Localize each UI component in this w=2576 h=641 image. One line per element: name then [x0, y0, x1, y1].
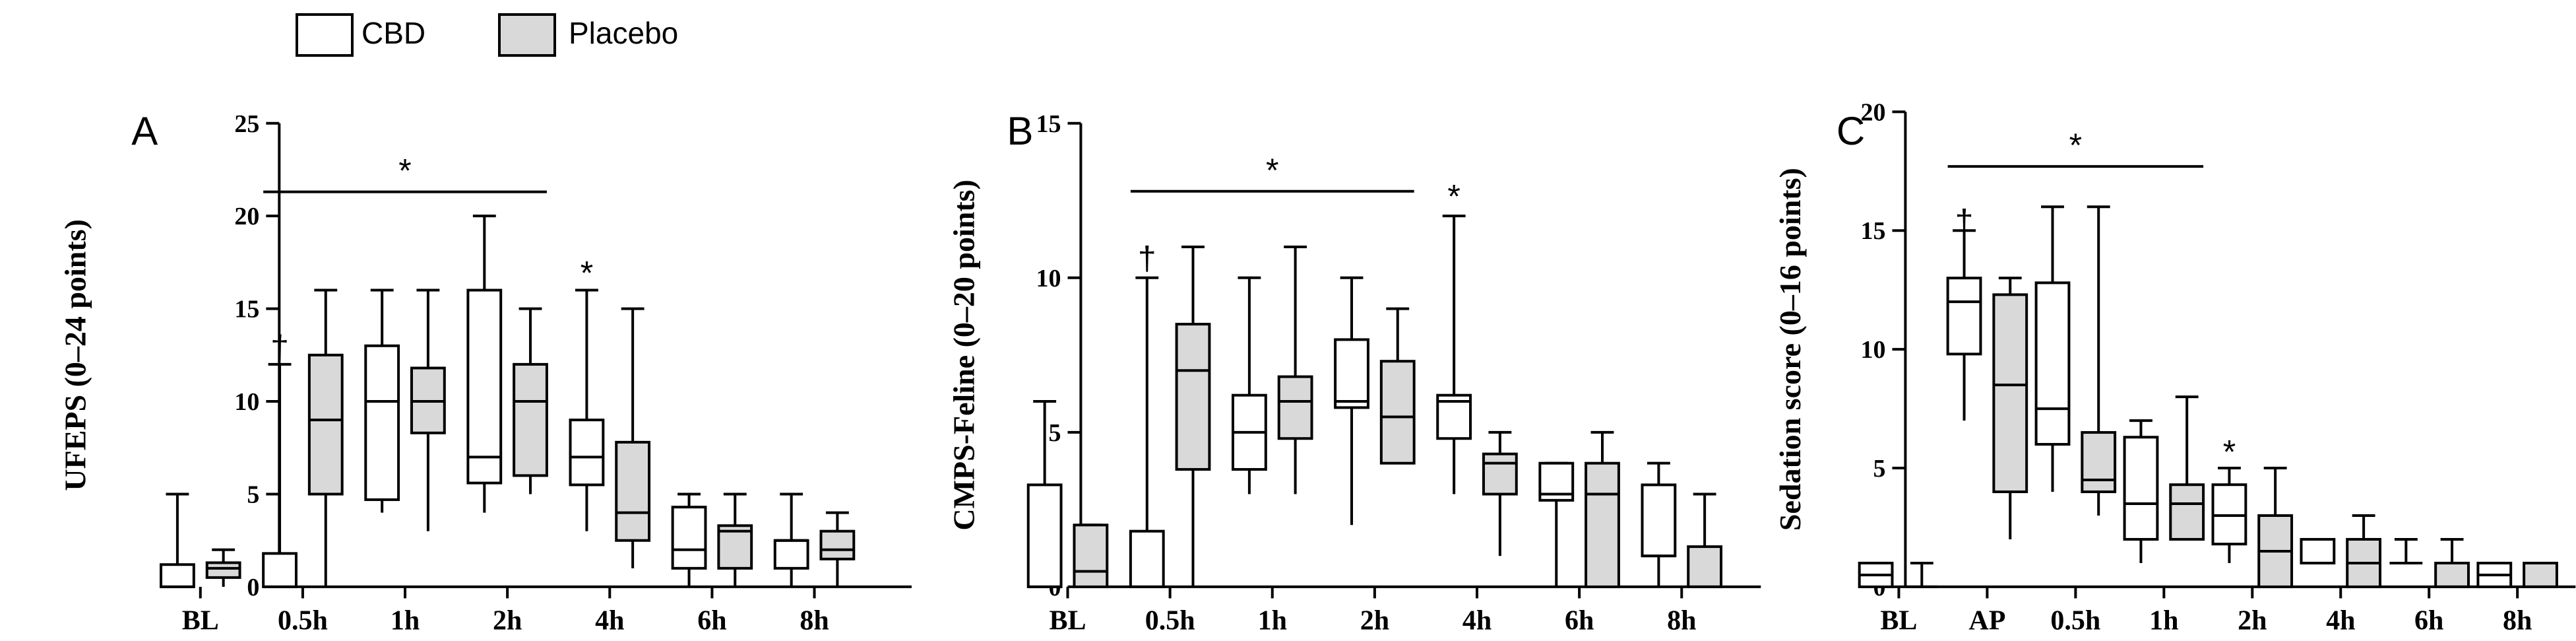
x-tick-label: 6h	[697, 606, 726, 636]
box-cbd	[466, 288, 503, 485]
box-cbd	[160, 563, 195, 588]
box-placebo	[205, 561, 241, 579]
y-tick-label: 15	[1036, 110, 1061, 138]
x-tick-label: 1h	[2149, 606, 2178, 636]
box-placebo	[1379, 360, 1416, 465]
x-tick-label: AP	[1968, 606, 2005, 636]
y-tick-label: 5	[1873, 455, 1886, 483]
box-placebo	[819, 529, 856, 560]
box-placebo	[1687, 545, 1723, 588]
significance-marker: *	[1266, 152, 1278, 189]
x-tick-label: 2h	[493, 606, 522, 636]
y-tick-label: 0	[247, 574, 259, 601]
panel-a: A UFEPS (0–24 points) 0 5 10 15 20 25 BL 0.5h 1h 2h…	[58, 109, 912, 636]
significance-marker: *	[2223, 434, 2236, 471]
y-tick-label: 15	[1861, 217, 1886, 245]
x-tick-label: 6h	[2414, 606, 2443, 636]
significance-marker: †	[1138, 240, 1156, 277]
legend-swatch-cbd	[296, 13, 354, 57]
x-tick-label: 8h	[800, 606, 829, 636]
y-tick-label: 10	[1036, 265, 1061, 292]
y-axis-title: Sedation score (0–16 points)	[1773, 168, 1807, 531]
y-tick-label: 10	[234, 388, 259, 416]
box-placebo	[513, 362, 548, 477]
panel-letter: B	[1007, 109, 1033, 153]
box-placebo	[1277, 375, 1313, 440]
box-placebo	[1585, 461, 1620, 588]
box-cbd	[2034, 281, 2071, 446]
box-placebo	[2081, 431, 2117, 494]
y-tick-label: 20	[1861, 98, 1886, 126]
box-placebo	[2169, 483, 2205, 541]
box-cbd	[671, 506, 707, 570]
x-tick-label: 0.5h	[278, 606, 328, 636]
significance-marker: †	[1955, 203, 1974, 240]
box-cbd	[1026, 483, 1063, 588]
y-axis-title: UFEPS (0–24 points)	[58, 219, 92, 490]
box-placebo	[615, 440, 651, 542]
y-tick-label: 20	[234, 203, 259, 230]
significance-marker: *	[1447, 178, 1460, 215]
legend: CBD Placebo	[296, 13, 678, 57]
x-tick-label: 8h	[2503, 606, 2532, 636]
x-tick-label: BL	[1880, 606, 1917, 636]
significance-marker: †	[270, 329, 289, 366]
box-cbd	[1129, 529, 1165, 588]
y-tick-label: 10	[1861, 336, 1886, 364]
y-tick-label: 5	[1049, 419, 1061, 447]
box-cbd	[1334, 338, 1369, 409]
box-cbd	[2300, 537, 2336, 564]
box-placebo	[1073, 523, 1109, 588]
panel-letter: A	[131, 109, 158, 153]
legend-label-cbd: CBD	[361, 16, 425, 50]
legend-swatch-placebo	[498, 13, 556, 57]
x-tick-label: 1h	[391, 606, 420, 636]
x-tick-label: 4h	[1462, 606, 1492, 636]
x-tick-label: 8h	[1667, 606, 1696, 636]
y-tick-label: 5	[247, 481, 259, 508]
box-placebo	[307, 353, 344, 496]
x-tick-label: 2h	[2238, 606, 2267, 636]
x-tick-label: 1h	[1258, 606, 1287, 636]
box-cbd	[773, 539, 809, 570]
y-tick-label: 15	[234, 296, 259, 323]
x-tick-label: 4h	[595, 606, 624, 636]
box-cbd	[364, 344, 400, 501]
box-placebo	[1175, 323, 1211, 471]
x-tick-label: 6h	[1565, 606, 1594, 636]
box-placebo	[1482, 452, 1518, 496]
box-cbd	[2123, 436, 2159, 541]
box-placebo	[2434, 561, 2470, 588]
x-tick-label: BL	[182, 606, 219, 636]
y-axis-title: CMPS-Feline (0–20 points)	[947, 180, 981, 531]
box-cbd	[1946, 277, 1982, 356]
legend-label-placebo: Placebo	[569, 16, 678, 50]
significance-marker: *	[2069, 127, 2082, 164]
box-placebo	[1992, 293, 2028, 494]
box-cbd	[569, 419, 605, 487]
y-tick-label: 25	[234, 110, 259, 138]
significance-marker: *	[581, 255, 593, 292]
x-tick-label: 4h	[2326, 606, 2355, 636]
box-cbd	[1641, 483, 1677, 558]
box-placebo	[2523, 561, 2558, 588]
panel-letter: C	[1837, 109, 1865, 153]
x-tick-label: 0.5h	[1145, 606, 1195, 636]
box-placebo	[717, 524, 753, 570]
x-tick-label: 0.5h	[2050, 606, 2100, 636]
x-tick-label: BL	[1049, 606, 1086, 636]
significance-marker: *	[398, 152, 411, 189]
box-cbd	[262, 552, 298, 588]
x-tick-label: 2h	[1360, 606, 1389, 636]
